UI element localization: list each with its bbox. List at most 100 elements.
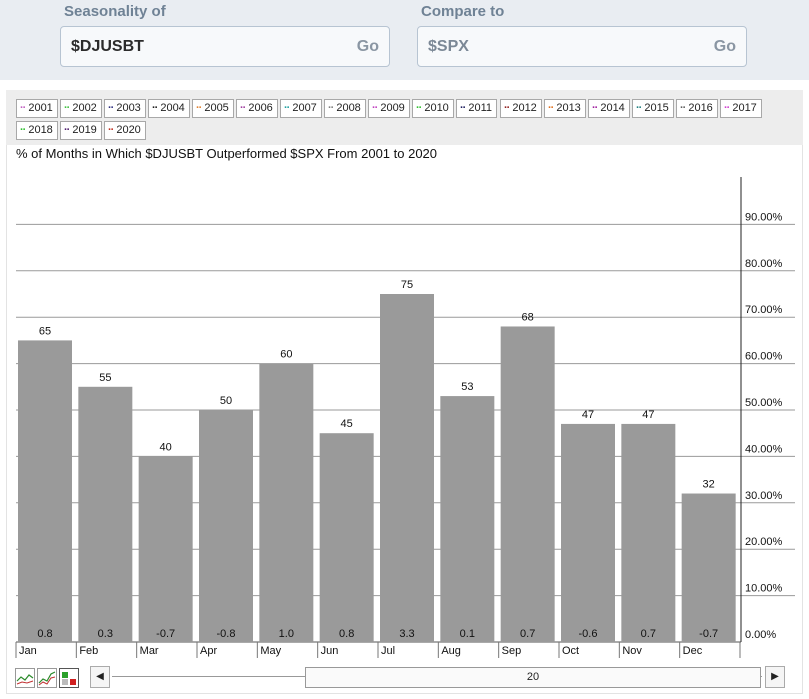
x-tick-label: Sep [502, 645, 522, 657]
legend-item-2006[interactable]: ·· 2006 [236, 99, 278, 118]
legend-label: 2020 [116, 124, 141, 136]
legend-swatch-icon: ·· [680, 102, 686, 114]
legend-item-2010[interactable]: ·· 2010 [412, 99, 454, 118]
legend-label: 2009 [380, 102, 405, 114]
legend-swatch-icon: ·· [20, 102, 26, 114]
legend-swatch-icon: ·· [284, 102, 290, 114]
bar-feb [78, 386, 133, 642]
y-tick-label: 60.00% [745, 351, 783, 363]
x-tick-label: Dec [683, 645, 703, 657]
legend-label: 2017 [732, 102, 757, 114]
multi-line-icon[interactable] [37, 668, 57, 688]
legend-label: 2015 [644, 102, 669, 114]
x-tick-label: Aug [441, 645, 461, 657]
x-tick-label: Jan [19, 645, 37, 657]
legend-item-2020[interactable]: ·· 2020 [104, 121, 146, 140]
bar-bottom-label: -0.6 [579, 628, 598, 640]
legend-item-2009[interactable]: ·· 2009 [368, 99, 410, 118]
x-tick-label: Nov [622, 645, 642, 657]
bar-dec [681, 493, 736, 642]
bar-mar [138, 456, 193, 642]
legend-item-2014[interactable]: ·· 2014 [588, 99, 630, 118]
bar-sep [500, 326, 555, 642]
bar-aug [440, 396, 495, 642]
bar-value-label: 65 [39, 325, 51, 337]
search-bar: Seasonality of $DJUSBT Go Compare to $SP… [0, 0, 809, 80]
legend-label: 2002 [72, 102, 97, 114]
x-tick-label: Oct [562, 645, 579, 657]
legend-swatch-icon: ·· [108, 102, 114, 114]
bar-jan [18, 340, 72, 642]
legend-swatch-icon: ·· [548, 102, 554, 114]
chart-title: % of Months in Which $DJUSBT Outperforme… [16, 146, 438, 161]
bar-value-label: 55 [99, 372, 111, 384]
bar-jun [319, 433, 374, 642]
legend-label: 2014 [600, 102, 625, 114]
scroll-left-button[interactable]: ◀ [90, 666, 110, 688]
bar-value-label: 47 [642, 409, 654, 421]
compare-value[interactable]: $SPX [428, 38, 469, 55]
legend-swatch-icon: ·· [196, 102, 202, 114]
x-tick-label: Jul [381, 645, 395, 657]
legend-item-2002[interactable]: ·· 2002 [60, 99, 102, 118]
bar-value-label: 50 [220, 395, 232, 407]
legend-item-2004[interactable]: ·· 2004 [148, 99, 190, 118]
legend-label: 2013 [556, 102, 581, 114]
bar-value-label: 60 [280, 349, 292, 361]
y-tick-label: 30.00% [745, 490, 783, 502]
legend-item-2011[interactable]: ·· 2011 [456, 99, 497, 118]
legend-item-2005[interactable]: ·· 2005 [192, 99, 234, 118]
legend-item-2012[interactable]: ·· 2012 [500, 99, 542, 118]
legend-item-2003[interactable]: ·· 2003 [104, 99, 146, 118]
y-tick-label: 80.00% [745, 258, 783, 270]
bar-value-label: 32 [703, 479, 715, 491]
legend-label: 2007 [292, 102, 317, 114]
y-tick-label: 40.00% [745, 443, 783, 455]
bar-nov [621, 423, 676, 642]
legend-item-2001[interactable]: ·· 2001 [16, 99, 58, 118]
bar-bottom-label: 0.8 [339, 628, 354, 640]
scroll-right-button[interactable]: ▶ [765, 666, 785, 688]
legend-item-2017[interactable]: ·· 2017 [720, 99, 762, 118]
year-legend: ·· 2001 ·· 2002 ·· 2003 ·· 2004 ·· 2005 ·· 2006 ·· 20… [6, 90, 803, 145]
seasonality-value[interactable]: $DJUSBT [71, 38, 144, 55]
line-chart-icon[interactable] [15, 668, 35, 688]
legend-swatch-icon: ·· [108, 124, 114, 136]
legend-swatch-icon: ·· [328, 102, 334, 114]
legend-swatch-icon: ·· [64, 102, 70, 114]
legend-item-2018[interactable]: ·· 2018 [16, 121, 58, 140]
bar-bottom-label: 3.3 [399, 628, 414, 640]
x-tick-label: Jun [321, 645, 339, 657]
compare-input[interactable]: $SPX Go [417, 26, 747, 67]
legend-item-2015[interactable]: ·· 2015 [632, 99, 674, 118]
seasonality-input[interactable]: $DJUSBT Go [60, 26, 390, 67]
legend-label: 2004 [160, 102, 185, 114]
legend-label: 2018 [28, 124, 53, 136]
bar-view-icon[interactable] [59, 668, 79, 688]
legend-label: 2001 [28, 102, 53, 114]
bar-bottom-label: -0.7 [699, 628, 718, 640]
legend-item-2019[interactable]: ·· 2019 [60, 121, 102, 140]
bar-bottom-label: -0.8 [217, 628, 236, 640]
bar-value-label: 47 [582, 409, 594, 421]
legend-label: 2006 [248, 102, 273, 114]
legend-item-2013[interactable]: ·· 2013 [544, 99, 586, 118]
legend-item-2008[interactable]: ·· 2008 [324, 99, 366, 118]
period-slider[interactable]: 20 [305, 667, 761, 688]
legend-swatch-icon: ·· [372, 102, 378, 114]
legend-swatch-icon: ·· [152, 102, 158, 114]
y-tick-label: 70.00% [745, 304, 783, 316]
legend-label: 2016 [688, 102, 713, 114]
compare-go-button[interactable]: Go [713, 38, 736, 55]
legend-swatch-icon: ·· [460, 102, 466, 114]
x-tick-label: May [260, 645, 281, 657]
legend-item-2007[interactable]: ·· 2007 [280, 99, 322, 118]
bar-bottom-label: 0.7 [641, 628, 656, 640]
seasonality-go-button[interactable]: Go [356, 38, 379, 55]
legend-label: 2010 [424, 102, 449, 114]
bar-apr [199, 410, 253, 642]
legend-item-2016[interactable]: ·· 2016 [676, 99, 718, 118]
legend-swatch-icon: ·· [240, 102, 246, 114]
y-tick-label: 90.00% [745, 211, 783, 223]
